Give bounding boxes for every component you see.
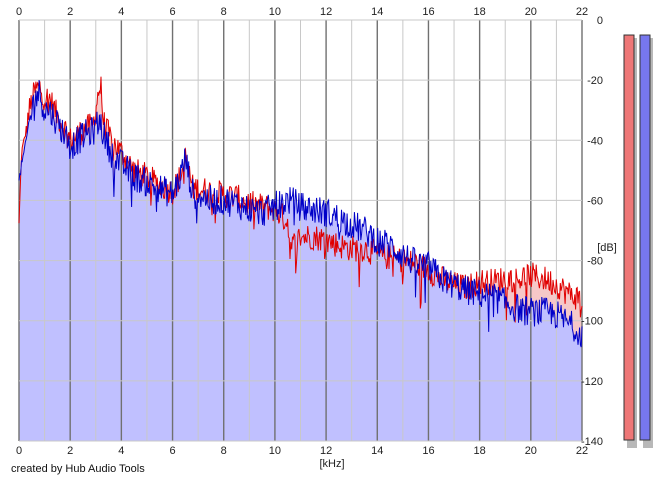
x-tick-label-bottom: 8 [221, 445, 227, 457]
x-tick-label-top: 20 [525, 6, 537, 18]
y-tick-label: -120 [581, 376, 603, 388]
x-tick-label-top: 18 [474, 6, 486, 18]
y-tick-label: -60 [587, 195, 603, 207]
x-tick-label-top: 14 [371, 6, 383, 18]
y-axis-label: [dB] [597, 242, 617, 254]
x-tick-label-bottom: 18 [474, 445, 486, 457]
x-axis-label: [kHz] [319, 458, 344, 470]
x-tick-label-top: 16 [422, 6, 434, 18]
level-meters [623, 34, 653, 449]
plot-grid [18, 19, 583, 442]
x-tick-label-top: 4 [118, 6, 124, 18]
y-tick-label: 0 [597, 15, 603, 27]
y-tick-label: -40 [587, 135, 603, 147]
x-tick-label-bottom: 14 [371, 445, 383, 457]
credit-text: created by Hub Audio Tools [11, 463, 145, 475]
series-line-blue [18, 79, 583, 348]
x-tick-label-top: 10 [269, 6, 281, 18]
x-tick-label-top: 12 [320, 6, 332, 18]
x-tick-label-bottom: 12 [320, 445, 332, 457]
x-tick-label-bottom: 16 [422, 445, 434, 457]
x-tick-label-bottom: 22 [576, 445, 588, 457]
x-tick-label-bottom: 20 [525, 445, 537, 457]
x-tick-labels-bottom: 0 2 4 6 8 10 12 14 16 18 20 22 [16, 445, 588, 457]
y-tick-label: -140 [581, 436, 603, 448]
x-tick-label-top: 22 [576, 6, 588, 18]
series-lines [18, 76, 583, 348]
x-tick-label-bottom: 2 [67, 445, 73, 457]
x-tick-label-top: 2 [67, 6, 73, 18]
y-tick-label: -80 [587, 256, 603, 268]
x-tick-label-top: 8 [221, 6, 227, 18]
level-meter-blue [639, 34, 651, 441]
x-tick-label-top: 6 [169, 6, 175, 18]
x-tick-label-bottom: 6 [169, 445, 175, 457]
x-tick-label-top: 0 [16, 6, 22, 18]
level-meter-red [623, 34, 635, 441]
x-tick-label-bottom: 0 [16, 445, 22, 457]
x-tick-label-bottom: 4 [118, 445, 124, 457]
y-tick-labels: 0 -20 -40 -60 -80 -100 -120 -140 [581, 15, 603, 448]
y-tick-label: -100 [581, 316, 603, 328]
x-tick-labels-top: 0 2 4 6 8 10 12 14 16 18 20 22 [16, 6, 588, 18]
x-tick-label-bottom: 10 [269, 445, 281, 457]
y-tick-label: -20 [587, 75, 603, 87]
